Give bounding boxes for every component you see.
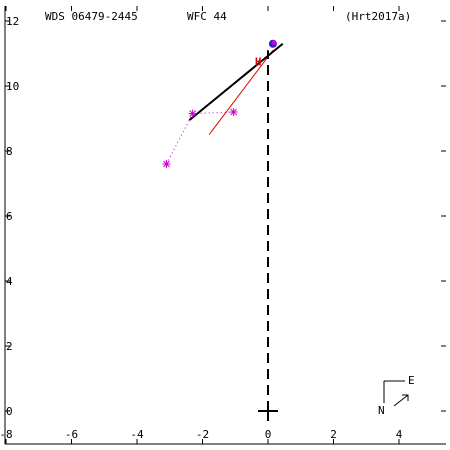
x-tick-label: -2 [196,428,209,441]
y-tick-label: 12 [6,15,19,28]
red-h-marker: H [255,56,262,69]
filter-label: WFC 44 [187,10,227,23]
magenta-point-stroke [189,110,197,117]
y-tick-label: 4 [6,275,13,288]
compass-arrowhead [402,394,409,401]
y-tick-label: 10 [6,80,19,93]
magenta-point [229,108,238,116]
y-tick-label: 8 [6,145,13,158]
system-title: WDS 06479-2445 [45,10,138,23]
x-tick-label: 4 [396,428,403,441]
axes [4,6,446,445]
black-line [188,42,284,121]
data-marks: H [162,39,284,421]
compass: E N [378,374,415,417]
magenta-point [188,109,197,118]
y-tick-label: 0 [6,405,13,418]
x-tick-label: 0 [265,428,272,441]
compass-arrow [393,394,409,407]
magenta-dotted-line [192,111,234,115]
magenta-point-stroke [230,108,237,116]
magenta-point [162,160,171,168]
ticks: -8 -6 -4 -2 0 2 4 0 2 4 6 8 10 12 [0,6,446,444]
red-line [208,49,274,136]
compass-north-label: N [378,404,385,417]
y-tick-label: 6 [6,210,13,223]
y-tick-label: 2 [6,340,13,353]
x-tick-label: 2 [330,428,337,441]
reference-label: (Hrt2017a) [345,10,411,23]
x-tick-label: -4 [130,428,144,441]
magenta-dotted-line [166,113,194,165]
blue-point-overlay [271,40,277,46]
x-tick-label: -8 [0,428,13,441]
compass-east-label: E [408,374,415,387]
magenta-point-stroke [163,160,170,168]
x-tick-label: -6 [65,428,78,441]
